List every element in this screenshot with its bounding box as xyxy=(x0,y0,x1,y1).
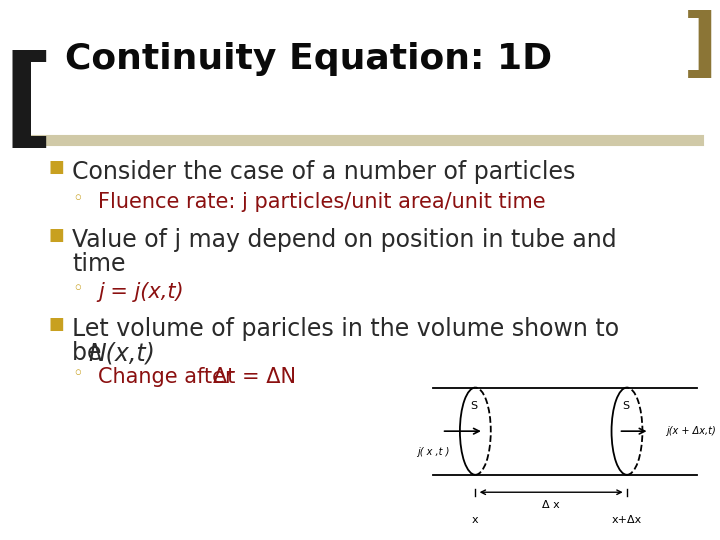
Text: Δt = ΔN: Δt = ΔN xyxy=(213,367,296,387)
Text: ◦: ◦ xyxy=(72,280,83,298)
Text: x: x xyxy=(472,516,479,525)
Text: time: time xyxy=(72,252,125,276)
Text: [: [ xyxy=(3,50,53,157)
Text: N(x,t): N(x,t) xyxy=(88,341,155,365)
Text: S: S xyxy=(470,401,477,411)
Text: Change after: Change after xyxy=(98,367,240,387)
Text: ■: ■ xyxy=(48,315,64,333)
Text: j( x ,t ): j( x ,t ) xyxy=(417,447,449,457)
Text: Value of j may depend on position in tube and: Value of j may depend on position in tub… xyxy=(72,228,616,252)
Text: ■: ■ xyxy=(48,226,64,244)
Text: ■: ■ xyxy=(48,158,64,176)
Text: ◦: ◦ xyxy=(72,365,83,383)
Text: ]: ] xyxy=(683,10,717,84)
Text: ◦: ◦ xyxy=(72,190,83,208)
Text: Continuity Equation: 1D: Continuity Equation: 1D xyxy=(65,42,552,76)
Text: be: be xyxy=(72,341,109,365)
Text: Consider the case of a number of particles: Consider the case of a number of particl… xyxy=(72,160,575,184)
Text: Fluence rate: j particles/unit area/unit time: Fluence rate: j particles/unit area/unit… xyxy=(98,192,546,212)
Text: S: S xyxy=(622,401,629,411)
Text: j(x + Δx,t): j(x + Δx,t) xyxy=(666,426,716,436)
Text: x+Δx: x+Δx xyxy=(612,516,642,525)
Text: Let volume of paricles in the volume shown to: Let volume of paricles in the volume sho… xyxy=(72,317,619,341)
Text: j = j(x,t): j = j(x,t) xyxy=(98,282,184,302)
Text: Δ x: Δ x xyxy=(542,500,560,510)
